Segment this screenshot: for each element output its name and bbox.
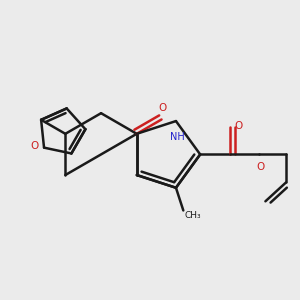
Text: NH: NH	[170, 132, 185, 142]
Text: O: O	[31, 141, 39, 151]
Text: O: O	[256, 162, 265, 172]
Text: O: O	[158, 103, 166, 113]
Text: O: O	[234, 121, 242, 131]
Text: CH₃: CH₃	[185, 211, 202, 220]
